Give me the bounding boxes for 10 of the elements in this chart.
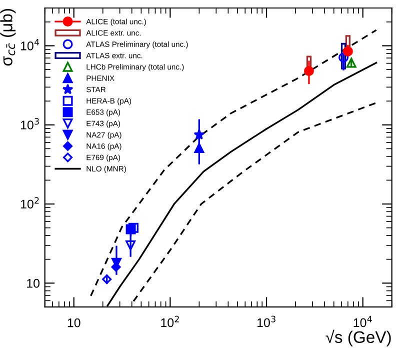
x-axis-title: √s (GeV) <box>326 330 391 346</box>
y-tick-label: 10$^{2}$ <box>20 197 39 209</box>
y-axis-title: σ$_{cc̄}$ (μb) <box>0 9 16 66</box>
x-tick-label: 10 <box>68 318 80 328</box>
x-tick-label: 10$^{4}$ <box>354 316 372 328</box>
y-tick-label: 10$^{4}$ <box>20 39 40 50</box>
x-tick-label: 10$^{3}$ <box>257 316 276 328</box>
y-tick-label: 10$^{3}$ <box>20 118 39 130</box>
y-tick-label: 10 <box>27 278 40 288</box>
x-tick-label: 10$^{2}$ <box>161 316 179 328</box>
